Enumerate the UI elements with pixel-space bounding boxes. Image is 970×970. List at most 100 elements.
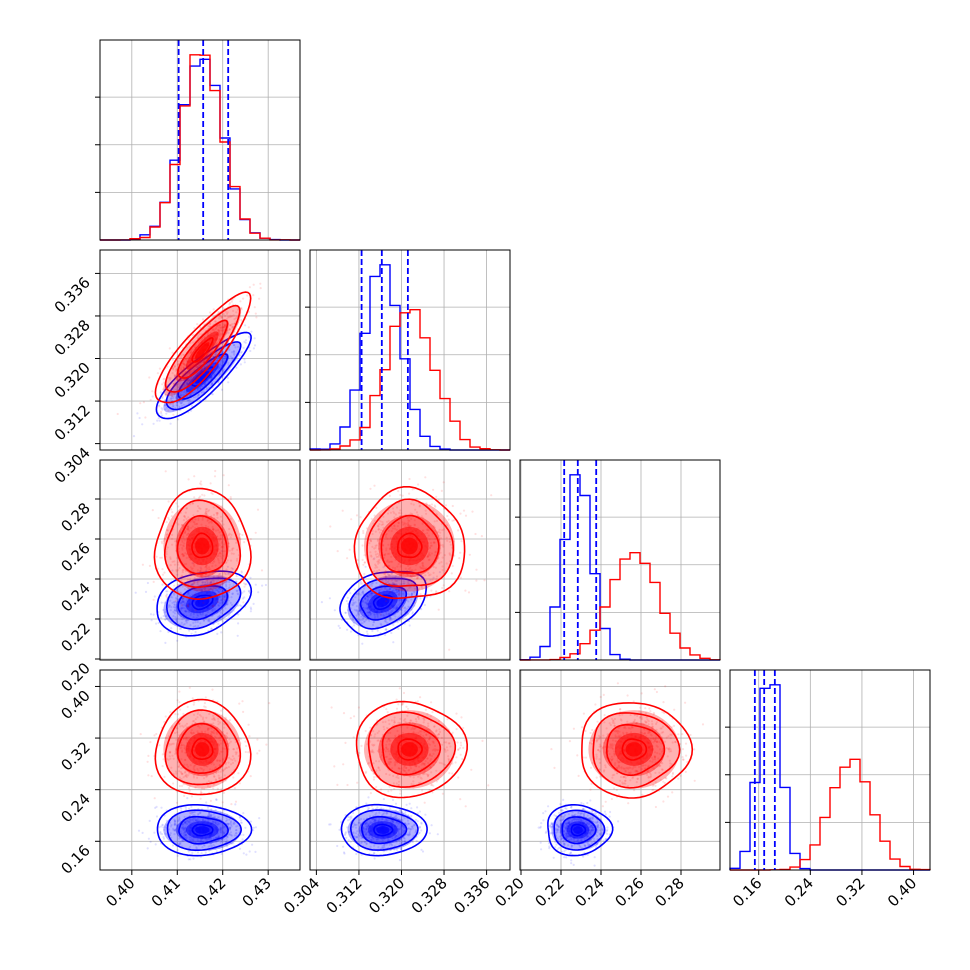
scatter-point [216,358,219,362]
scatter-point [196,589,199,592]
scatter-point [200,367,204,370]
scatter-point [230,572,233,575]
scatter-point [191,583,194,586]
scatter-point [353,624,356,627]
scatter-point [201,493,204,496]
scatter-point [398,593,401,597]
scatter-point [228,818,231,821]
scatter-point [164,618,167,621]
scatter-point [244,341,247,344]
scatter-point [199,569,202,573]
scatter-point [160,556,163,559]
scatter-point [158,744,161,747]
scatter-point [180,826,183,829]
scatter-point [211,614,214,618]
scatter-point [221,597,225,600]
scatter-point [392,510,395,513]
scatter-point [403,582,406,585]
scatter-point [193,581,196,585]
scatter-point [186,381,189,384]
scatter-point [210,627,213,631]
scatter-point [165,594,168,598]
scatter-point [434,537,437,540]
scatter-point [194,721,197,725]
scatter-point [430,544,433,547]
scatter-point [196,851,200,854]
scatter-point [390,618,393,621]
scatter-point [192,580,195,583]
scatter-point [161,542,164,545]
scatter-point [190,404,193,407]
scatter-point [388,588,391,591]
scatter-point [446,514,449,518]
scatter-point [187,516,190,519]
scatter-point [169,564,172,567]
scatter-point [393,606,396,609]
scatter-point [161,573,165,576]
scatter-point [169,557,172,561]
scatter-point [170,537,174,540]
scatter-point [216,589,219,592]
scatter-point [230,533,233,537]
scatter-point [173,373,176,377]
scatter-point [229,314,232,317]
scatter-point [192,731,195,734]
scatter-point [179,841,182,844]
scatter-point [202,619,205,622]
scatter-point [148,564,151,568]
scatter-point [188,772,191,775]
scatter-point [400,589,403,592]
scatter-point [196,818,199,821]
scatter-point [399,619,402,622]
scatter-point [351,619,355,622]
scatter-point [224,747,227,750]
scatter-point [180,627,183,630]
scatter-point [242,601,245,604]
scatter-point [464,589,467,592]
scatter-point [231,547,234,551]
scatter-point [344,611,347,614]
scatter-point [378,561,381,564]
scatter-point [424,476,427,479]
scatter-point [227,761,230,764]
scatter-point [436,531,439,534]
scatter-point [181,606,184,609]
scatter-point [216,821,219,824]
scatter-point [425,596,428,599]
scatter-point [196,510,199,513]
scatter-point [373,613,376,616]
scatter-point [186,398,189,401]
scatter-point [408,519,411,523]
scatter-point [399,493,402,497]
scatter-point [142,401,145,404]
scatter-point [248,850,251,853]
scatter-point [189,624,192,627]
scatter-point [184,820,187,823]
scatter-point [184,751,187,755]
scatter-point [193,369,196,372]
scatter-point [204,357,207,360]
scatter-point [218,572,222,575]
scatter-point [235,829,238,832]
scatter-point [218,363,221,366]
scatter-point [229,826,232,829]
scatter-point [191,502,195,505]
scatter-point [137,829,141,832]
scatter-point [213,475,217,478]
scatter-point [214,809,217,812]
scatter-point [182,383,185,386]
scatter-point [214,320,217,323]
scatter-point [244,826,247,829]
scatter-point [194,396,197,399]
scatter-point [188,789,191,792]
scatter-point [405,614,408,617]
scatter-point [384,619,387,622]
scatter-point [222,342,225,345]
scatter-point [426,587,429,590]
scatter-point [191,386,194,389]
scatter-point [390,572,393,576]
scatter-point [197,373,200,376]
scatter-point [398,592,401,595]
scatter-point [202,840,205,844]
scatter-point [249,349,252,353]
